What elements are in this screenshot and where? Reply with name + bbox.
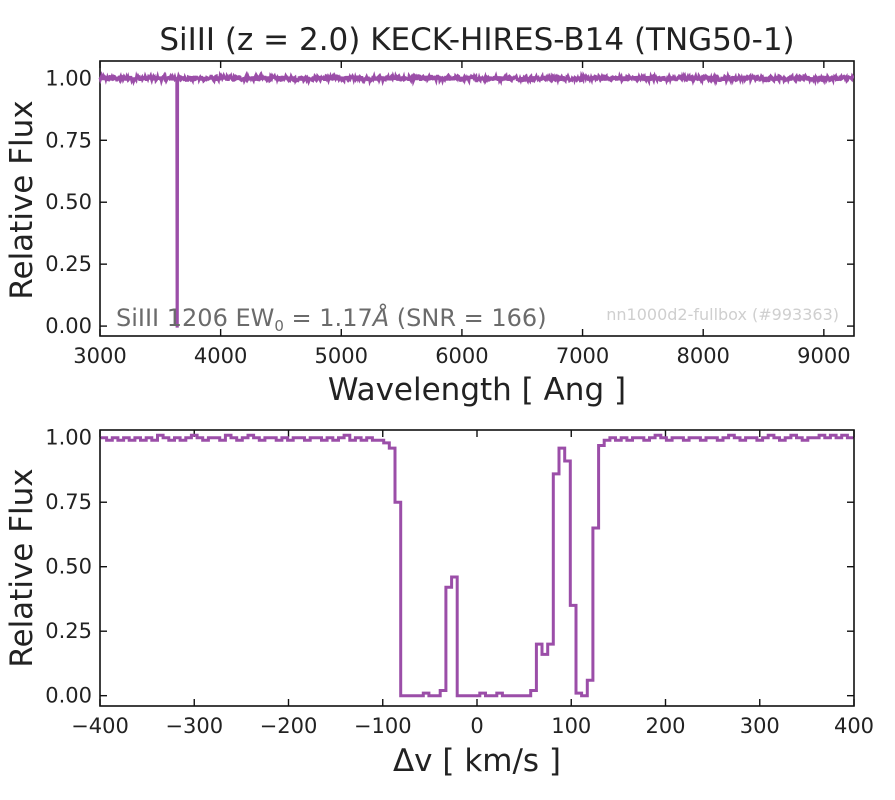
y-tick-label: 0.50	[45, 190, 92, 214]
figure-title: SiIII (z = 2.0) KECK-HIRES-B14 (TNG50-1)	[159, 22, 794, 58]
x-tick-label: 7000	[556, 344, 609, 368]
x-tick-label: −100	[354, 714, 412, 738]
flux-series-line	[98, 70, 855, 328]
x-tick-label: −400	[71, 714, 129, 738]
velocity-panel: −400 −300 −200 −100 0 100 200 300 400 0.00 0.25 0.5…	[4, 426, 874, 779]
x-axis-label: Wavelength [ Ang ]	[328, 372, 626, 408]
x-tick-label: 6000	[435, 344, 488, 368]
y-tick-label: 0.75	[45, 128, 92, 152]
flux-series-line	[100, 433, 854, 698]
x-tick-label: −300	[165, 714, 223, 738]
x-tick-label: 400	[834, 714, 874, 738]
simulation-run-annotation: nn1000d2-fullbox (#993363)	[606, 305, 839, 324]
x-tick-label: 200	[645, 714, 685, 738]
plot-frame	[99, 429, 855, 707]
x-tick-label: 0	[470, 714, 483, 738]
x-tick-label: 5000	[315, 344, 368, 368]
wavelength-axis-ticks: 3000 4000 5000 6000 7000 8000 9000 0.00 0.25 0.50…	[45, 61, 854, 368]
y-axis-label: Relative Flux	[4, 468, 40, 667]
velocity-plot-area	[100, 433, 854, 698]
y-tick-label: 0.00	[45, 684, 92, 708]
y-tick-label: 0.25	[45, 252, 92, 276]
x-tick-label: 4000	[194, 344, 247, 368]
x-tick-label: −200	[260, 714, 318, 738]
x-axis-label: Δv [ km/s ]	[393, 743, 561, 779]
x-tick-label: 300	[740, 714, 780, 738]
wavelength-plot-area	[98, 70, 855, 328]
y-tick-label: 1.00	[45, 426, 92, 450]
x-tick-label: 100	[551, 714, 591, 738]
y-axis-label: Relative Flux	[4, 100, 40, 299]
y-tick-label: 0.75	[45, 490, 92, 514]
equivalent-width-annotation: SiIII 1206 EW0 = 1.17Å (SNR = 166)	[116, 303, 547, 335]
x-tick-label: 3000	[73, 344, 126, 368]
y-tick-label: 0.50	[45, 555, 92, 579]
velocity-axis-ticks: −400 −300 −200 −100 0 100 200 300 400 0.00 0.25 0.5…	[45, 426, 874, 738]
y-tick-label: 1.00	[45, 66, 92, 90]
x-tick-label: 9000	[797, 344, 850, 368]
y-tick-label: 0.25	[45, 619, 92, 643]
x-tick-label: 8000	[676, 344, 729, 368]
wavelength-panel: 3000 4000 5000 6000 7000 8000 9000 0.00 0.25 0.50…	[4, 60, 855, 408]
y-tick-label: 0.00	[45, 314, 92, 338]
plot-frame	[99, 60, 855, 337]
